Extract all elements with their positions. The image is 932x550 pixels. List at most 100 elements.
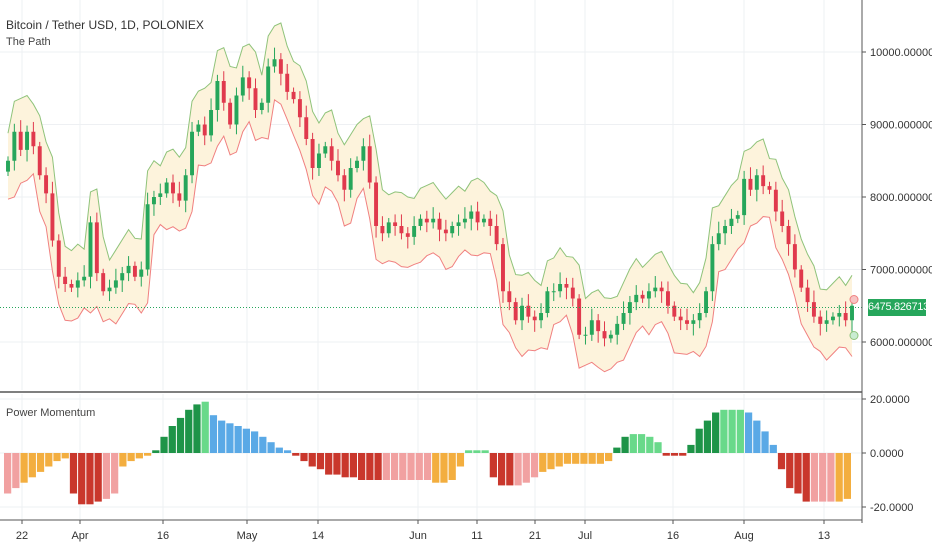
candle-body [183,175,188,201]
momentum-bar [242,428,250,453]
momentum-bar [679,453,687,456]
candle-body [539,313,544,321]
momentum-bar [226,423,234,453]
candle-body [596,320,601,332]
candle-body [735,215,740,219]
momentum-bar [497,453,506,486]
candle-body [380,226,385,234]
candle-body [151,197,156,205]
momentum-bar [78,453,86,505]
candle-body [456,222,461,226]
momentum-bar [86,453,94,505]
signal-marker-upper [849,295,859,305]
price-tick-label: 6000.00000000 [870,337,932,349]
candle-body [545,291,550,313]
momentum-bar [399,453,407,480]
candle-body [272,59,277,67]
time-tick-label: Jul [578,530,592,542]
momentum-bar [572,453,580,464]
time-tick-label: 16 [667,530,679,542]
momentum-bar [36,453,45,472]
path-band-fill [8,23,852,372]
momentum-bar [613,447,621,453]
time-tick-label: 11 [471,530,482,542]
candle-body [374,182,379,226]
candle-body [685,320,689,324]
candle-body [488,218,493,226]
candle-body [666,291,670,306]
momentum-bar [448,453,456,480]
momentum-bar [382,453,390,480]
candle-body [481,218,486,223]
candle-body [526,305,531,317]
time-tick-label: Apr [71,530,88,542]
candle-body [462,218,467,223]
candle-body [18,131,23,150]
candle-body [754,175,759,190]
momentum-bar [94,453,102,502]
candle-body [602,331,607,339]
candle-body [190,131,194,176]
candle-body [259,102,264,110]
momentum-bar [168,426,176,453]
candle-body [75,280,80,288]
candle-body [837,313,842,317]
momentum-bar [670,453,679,456]
candle-body [37,146,42,176]
candle-body [811,302,816,317]
momentum-bar [637,434,646,453]
candle-body [634,294,639,303]
candle-body [82,276,87,281]
momentum-bar [201,401,209,453]
momentum-bar [662,453,670,456]
candle-body [145,204,150,270]
momentum-bar [563,453,572,464]
candle-body [761,175,766,187]
momentum-bar [712,412,720,453]
candle-body [310,139,315,168]
candle-body [6,160,10,172]
momentum-bar [506,453,514,486]
momentum-bar [695,428,703,453]
momentum-bar [407,453,415,480]
momentum-bar [61,453,69,459]
candle-body [469,211,474,219]
momentum-bar [522,453,530,483]
candle-body [621,313,626,324]
candle-body [329,146,334,161]
time-tick-label: Aug [734,530,754,542]
momentum-bar [810,453,819,502]
indicator-title-the-path: The Path [6,36,51,48]
momentum-bar [827,453,835,502]
candle-body [843,313,848,321]
candle-body [31,131,36,147]
candle-body [361,146,366,161]
momentum-bar [275,447,283,453]
candle-body [507,291,512,303]
candle-body [608,334,613,339]
signal-marker-lower [849,331,859,341]
momentum-bar [835,453,843,502]
candle-body [501,244,505,292]
candle-body [107,287,112,292]
candle-body [704,291,709,313]
momentum-bar [358,453,366,480]
momentum-bar [777,453,786,470]
momentum-bar [20,453,28,483]
momentum-tick-label: 20.0000 [870,394,910,406]
candle-body [589,320,594,335]
indicator-title-power-momentum: Power Momentum [6,407,96,419]
candle-body [202,124,207,136]
momentum-bar [135,453,143,459]
momentum-bar [761,431,769,453]
candle-body [799,269,804,288]
candle-body [126,265,131,274]
candle-body [564,284,569,288]
candle-body [120,273,125,281]
candle-body [710,244,715,292]
momentum-bar [654,442,662,453]
candle-body [348,168,353,190]
momentum-bar [786,453,794,489]
momentum-bar [440,453,448,483]
